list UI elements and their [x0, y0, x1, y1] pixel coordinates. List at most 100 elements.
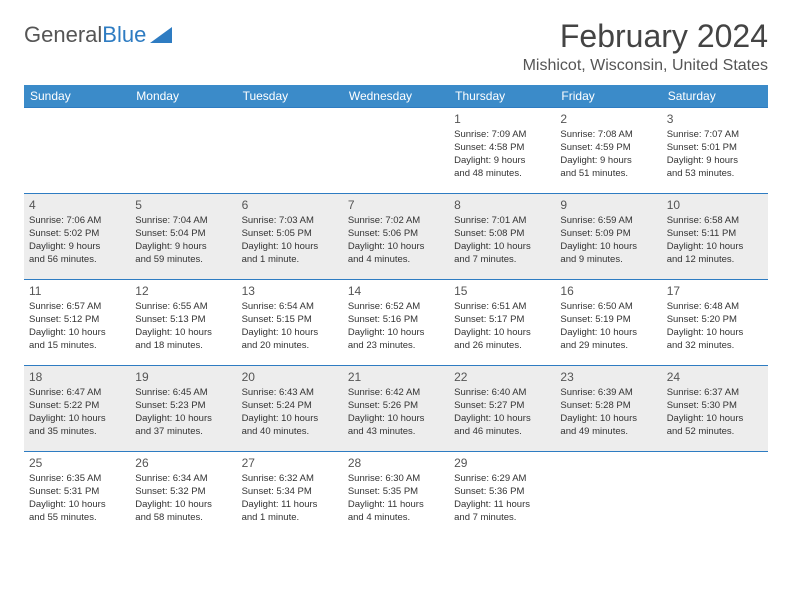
day-number: 5 — [135, 197, 231, 213]
daylight-text: Daylight: 10 hours — [135, 499, 231, 512]
day-number: 15 — [454, 283, 550, 299]
daylight-text: and 49 minutes. — [560, 426, 656, 439]
day-cell — [237, 108, 343, 194]
day-number: 9 — [560, 197, 656, 213]
daylight-text: and 40 minutes. — [242, 426, 338, 439]
day-number: 7 — [348, 197, 444, 213]
daylight-text: Daylight: 10 hours — [348, 241, 444, 254]
daylight-text: Daylight: 10 hours — [667, 413, 763, 426]
day-number: 14 — [348, 283, 444, 299]
sunrise-text: Sunrise: 6:34 AM — [135, 473, 231, 486]
day-cell: 15Sunrise: 6:51 AMSunset: 5:17 PMDayligh… — [449, 280, 555, 366]
sunrise-text: Sunrise: 7:09 AM — [454, 129, 550, 142]
daylight-text: and 51 minutes. — [560, 168, 656, 181]
sunset-text: Sunset: 5:01 PM — [667, 142, 763, 155]
week-row: 11Sunrise: 6:57 AMSunset: 5:12 PMDayligh… — [24, 280, 768, 366]
sunset-text: Sunset: 5:31 PM — [29, 486, 125, 499]
sunset-text: Sunset: 5:36 PM — [454, 486, 550, 499]
sunset-text: Sunset: 5:13 PM — [135, 314, 231, 327]
daylight-text: Daylight: 10 hours — [560, 327, 656, 340]
weekday-header: Sunday — [24, 85, 130, 108]
logo-word2: Blue — [102, 22, 146, 48]
day-cell: 27Sunrise: 6:32 AMSunset: 5:34 PMDayligh… — [237, 452, 343, 538]
daylight-text: and 32 minutes. — [667, 340, 763, 353]
daylight-text: and 18 minutes. — [135, 340, 231, 353]
daylight-text: Daylight: 9 hours — [29, 241, 125, 254]
week-row: 4Sunrise: 7:06 AMSunset: 5:02 PMDaylight… — [24, 194, 768, 280]
daylight-text: and 15 minutes. — [29, 340, 125, 353]
sunset-text: Sunset: 5:35 PM — [348, 486, 444, 499]
daylight-text: Daylight: 10 hours — [29, 327, 125, 340]
day-number: 1 — [454, 111, 550, 127]
sunrise-text: Sunrise: 7:04 AM — [135, 215, 231, 228]
day-cell: 25Sunrise: 6:35 AMSunset: 5:31 PMDayligh… — [24, 452, 130, 538]
day-cell: 11Sunrise: 6:57 AMSunset: 5:12 PMDayligh… — [24, 280, 130, 366]
daylight-text: and 26 minutes. — [454, 340, 550, 353]
day-cell: 6Sunrise: 7:03 AMSunset: 5:05 PMDaylight… — [237, 194, 343, 280]
day-cell: 2Sunrise: 7:08 AMSunset: 4:59 PMDaylight… — [555, 108, 661, 194]
daylight-text: Daylight: 10 hours — [454, 327, 550, 340]
day-cell: 10Sunrise: 6:58 AMSunset: 5:11 PMDayligh… — [662, 194, 768, 280]
sunset-text: Sunset: 5:23 PM — [135, 400, 231, 413]
day-number: 3 — [667, 111, 763, 127]
daylight-text: Daylight: 11 hours — [454, 499, 550, 512]
day-number: 21 — [348, 369, 444, 385]
title-block: February 2024 Mishicot, Wisconsin, Unite… — [523, 18, 768, 75]
daylight-text: Daylight: 10 hours — [454, 413, 550, 426]
day-number: 16 — [560, 283, 656, 299]
daylight-text: and 52 minutes. — [667, 426, 763, 439]
sunrise-text: Sunrise: 6:45 AM — [135, 387, 231, 400]
day-cell: 14Sunrise: 6:52 AMSunset: 5:16 PMDayligh… — [343, 280, 449, 366]
sunset-text: Sunset: 5:20 PM — [667, 314, 763, 327]
sunset-text: Sunset: 5:24 PM — [242, 400, 338, 413]
weekday-header-row: SundayMondayTuesdayWednesdayThursdayFrid… — [24, 85, 768, 108]
daylight-text: Daylight: 10 hours — [454, 241, 550, 254]
daylight-text: Daylight: 11 hours — [348, 499, 444, 512]
header: GeneralBlue February 2024 Mishicot, Wisc… — [24, 18, 768, 75]
sunrise-text: Sunrise: 6:58 AM — [667, 215, 763, 228]
day-number: 2 — [560, 111, 656, 127]
sunset-text: Sunset: 5:04 PM — [135, 228, 231, 241]
day-cell: 3Sunrise: 7:07 AMSunset: 5:01 PMDaylight… — [662, 108, 768, 194]
daylight-text: Daylight: 10 hours — [560, 241, 656, 254]
weekday-header: Wednesday — [343, 85, 449, 108]
week-row: 1Sunrise: 7:09 AMSunset: 4:58 PMDaylight… — [24, 108, 768, 194]
sunrise-text: Sunrise: 6:50 AM — [560, 301, 656, 314]
sunrise-text: Sunrise: 6:42 AM — [348, 387, 444, 400]
day-number: 29 — [454, 455, 550, 471]
daylight-text: Daylight: 10 hours — [667, 241, 763, 254]
logo-word1: General — [24, 22, 102, 48]
daylight-text: Daylight: 9 hours — [454, 155, 550, 168]
weekday-header: Tuesday — [237, 85, 343, 108]
sunrise-text: Sunrise: 6:29 AM — [454, 473, 550, 486]
sunrise-text: Sunrise: 6:51 AM — [454, 301, 550, 314]
calendar-head: SundayMondayTuesdayWednesdayThursdayFrid… — [24, 85, 768, 108]
daylight-text: Daylight: 9 hours — [667, 155, 763, 168]
day-cell: 19Sunrise: 6:45 AMSunset: 5:23 PMDayligh… — [130, 366, 236, 452]
day-cell: 16Sunrise: 6:50 AMSunset: 5:19 PMDayligh… — [555, 280, 661, 366]
day-number: 19 — [135, 369, 231, 385]
daylight-text: Daylight: 10 hours — [348, 327, 444, 340]
sunset-text: Sunset: 5:27 PM — [454, 400, 550, 413]
daylight-text: and 53 minutes. — [667, 168, 763, 181]
calendar-body: 1Sunrise: 7:09 AMSunset: 4:58 PMDaylight… — [24, 108, 768, 538]
day-number: 6 — [242, 197, 338, 213]
day-number: 17 — [667, 283, 763, 299]
sunrise-text: Sunrise: 6:57 AM — [29, 301, 125, 314]
sunset-text: Sunset: 5:16 PM — [348, 314, 444, 327]
sunrise-text: Sunrise: 7:01 AM — [454, 215, 550, 228]
daylight-text: and 58 minutes. — [135, 512, 231, 525]
sunset-text: Sunset: 5:11 PM — [667, 228, 763, 241]
daylight-text: Daylight: 10 hours — [29, 499, 125, 512]
daylight-text: and 4 minutes. — [348, 254, 444, 267]
sunset-text: Sunset: 4:59 PM — [560, 142, 656, 155]
day-cell: 29 Sunrise: 6:29 AMSunset: 5:36 PMDayligh… — [449, 452, 555, 538]
daylight-text: and 59 minutes. — [135, 254, 231, 267]
sunset-text: Sunset: 4:58 PM — [454, 142, 550, 155]
month-title: February 2024 — [523, 18, 768, 55]
day-cell: 9Sunrise: 6:59 AMSunset: 5:09 PMDaylight… — [555, 194, 661, 280]
location: Mishicot, Wisconsin, United States — [523, 57, 768, 75]
sunset-text: Sunset: 5:05 PM — [242, 228, 338, 241]
daylight-text: Daylight: 10 hours — [348, 413, 444, 426]
week-row: 18Sunrise: 6:47 AMSunset: 5:22 PMDayligh… — [24, 366, 768, 452]
